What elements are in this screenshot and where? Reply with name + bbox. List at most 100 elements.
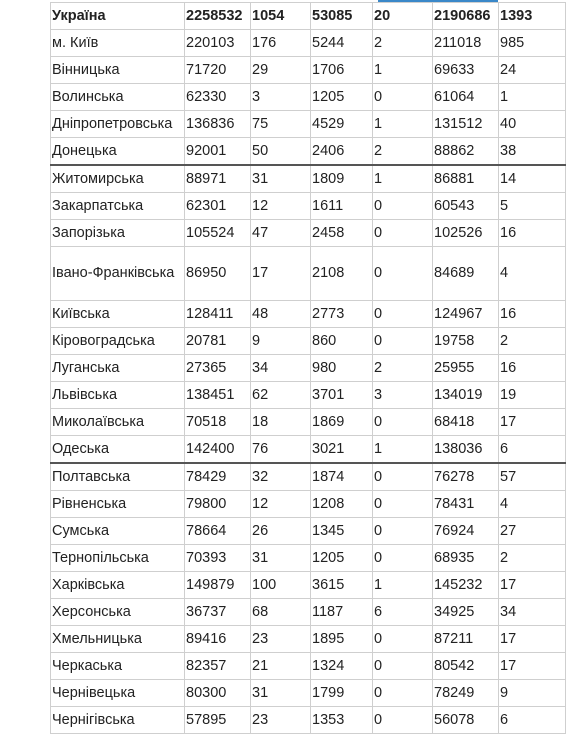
value-cell-6: 2 <box>498 327 566 355</box>
value-cell-3: 2108 <box>310 246 373 301</box>
value-cell-1: 92001 <box>184 137 251 166</box>
value-cell-4: 0 <box>372 706 433 734</box>
region-cell: Харківська <box>50 571 185 599</box>
table-row: Харківська 149879 100 3615 1 145232 17 <box>50 571 566 599</box>
value-cell-4: 0 <box>372 408 433 436</box>
value-cell-5: 138036 <box>432 435 499 464</box>
value-cell-2: 62 <box>250 381 311 409</box>
value-cell-4: 0 <box>372 652 433 680</box>
value-cell-1: 57895 <box>184 706 251 734</box>
value-cell-2: 31 <box>250 544 311 572</box>
value-cell-1: 128411 <box>184 300 251 328</box>
value-cell-4: 1 <box>372 164 433 193</box>
table-row: Миколаївська 70518 18 1869 0 68418 17 <box>50 408 566 436</box>
region-cell: Одеська <box>50 435 185 464</box>
value-cell-4: 2 <box>372 137 433 166</box>
value-cell-6: 5 <box>498 192 566 220</box>
value-cell-1: 142400 <box>184 435 251 464</box>
value-cell-6: 6 <box>498 435 566 464</box>
value-cell-3: 1706 <box>310 56 373 84</box>
value-cell-3: 2458 <box>310 219 373 247</box>
value-cell-6: 2 <box>498 544 566 572</box>
value-cell-4: 1 <box>372 110 433 138</box>
value-cell-1: 86950 <box>184 246 251 301</box>
value-cell-6: 17 <box>498 625 566 653</box>
value-cell-1: 78664 <box>184 517 251 545</box>
region-cell: Сумська <box>50 517 185 545</box>
value-cell-2: 26 <box>250 517 311 545</box>
table-row: Запорізька 105524 47 2458 0 102526 16 <box>50 219 566 247</box>
table-row: Івано-Франківська 86950 17 2108 0 84689 4 <box>50 246 566 301</box>
value-cell-6: 1 <box>498 83 566 111</box>
value-cell-5: 2190686 <box>432 2 499 30</box>
value-cell-2: 23 <box>250 706 311 734</box>
value-cell-5: 86881 <box>432 164 499 193</box>
value-cell-6: 27 <box>498 517 566 545</box>
value-cell-2: 31 <box>250 164 311 193</box>
value-cell-2: 50 <box>250 137 311 166</box>
value-cell-3: 2406 <box>310 137 373 166</box>
link-underline-strip <box>378 0 498 2</box>
region-cell: Житомирська <box>50 164 185 193</box>
value-cell-3: 1869 <box>310 408 373 436</box>
value-cell-4: 6 <box>372 598 433 626</box>
value-cell-1: 136836 <box>184 110 251 138</box>
value-cell-6: 34 <box>498 598 566 626</box>
value-cell-1: 62301 <box>184 192 251 220</box>
value-cell-1: 80300 <box>184 679 251 707</box>
value-cell-6: 16 <box>498 354 566 382</box>
value-cell-2: 68 <box>250 598 311 626</box>
value-cell-4: 0 <box>372 490 433 518</box>
region-cell: Чернівецька <box>50 679 185 707</box>
value-cell-2: 1054 <box>250 2 311 30</box>
region-cell: Херсонська <box>50 598 185 626</box>
value-cell-3: 5244 <box>310 29 373 57</box>
value-cell-1: 89416 <box>184 625 251 653</box>
value-cell-1: 78429 <box>184 462 251 491</box>
value-cell-6: 40 <box>498 110 566 138</box>
value-cell-5: 61064 <box>432 83 499 111</box>
value-cell-1: 2258532 <box>184 2 251 30</box>
value-cell-3: 2773 <box>310 300 373 328</box>
value-cell-3: 860 <box>310 327 373 355</box>
region-cell: Дніпропетровська <box>50 110 185 138</box>
table-row: Чернівецька 80300 31 1799 0 78249 9 <box>50 679 566 707</box>
table-row: Дніпропетровська 136836 75 4529 1 131512 40 <box>50 110 566 138</box>
value-cell-1: 36737 <box>184 598 251 626</box>
value-cell-5: 60543 <box>432 192 499 220</box>
table-row: Одеська 142400 76 3021 1 138036 6 <box>50 435 566 464</box>
table-row: Донецька 92001 50 2406 2 88862 38 <box>50 137 566 166</box>
region-cell: Донецька <box>50 137 185 166</box>
value-cell-2: 76 <box>250 435 311 464</box>
table-body: Україна 2258532 1054 53085 20 2190686 1393 м. К… <box>50 2 566 734</box>
value-cell-6: 985 <box>498 29 566 57</box>
table-row: Херсонська 36737 68 1187 6 34925 34 <box>50 598 566 626</box>
value-cell-1: 149879 <box>184 571 251 599</box>
value-cell-2: 176 <box>250 29 311 57</box>
value-cell-3: 1799 <box>310 679 373 707</box>
region-cell: Полтавська <box>50 462 185 491</box>
table-row: Тернопільська 70393 31 1205 0 68935 2 <box>50 544 566 572</box>
table-row: Полтавська 78429 32 1874 0 76278 57 <box>50 462 566 491</box>
table-row: Вінницька 71720 29 1706 1 69633 24 <box>50 56 566 84</box>
value-cell-5: 69633 <box>432 56 499 84</box>
value-cell-1: 20781 <box>184 327 251 355</box>
value-cell-5: 84689 <box>432 246 499 301</box>
table-row: Хмельницька 89416 23 1895 0 87211 17 <box>50 625 566 653</box>
value-cell-1: 71720 <box>184 56 251 84</box>
value-cell-1: 62330 <box>184 83 251 111</box>
value-cell-4: 2 <box>372 354 433 382</box>
value-cell-4: 0 <box>372 625 433 653</box>
value-cell-4: 0 <box>372 544 433 572</box>
region-cell: Україна <box>50 2 185 30</box>
value-cell-4: 3 <box>372 381 433 409</box>
value-cell-2: 12 <box>250 192 311 220</box>
table-row: Закарпатська 62301 12 1611 0 60543 5 <box>50 192 566 220</box>
value-cell-1: 70393 <box>184 544 251 572</box>
value-cell-4: 1 <box>372 56 433 84</box>
value-cell-2: 18 <box>250 408 311 436</box>
region-cell: Хмельницька <box>50 625 185 653</box>
value-cell-5: 19758 <box>432 327 499 355</box>
value-cell-5: 78431 <box>432 490 499 518</box>
value-cell-2: 21 <box>250 652 311 680</box>
